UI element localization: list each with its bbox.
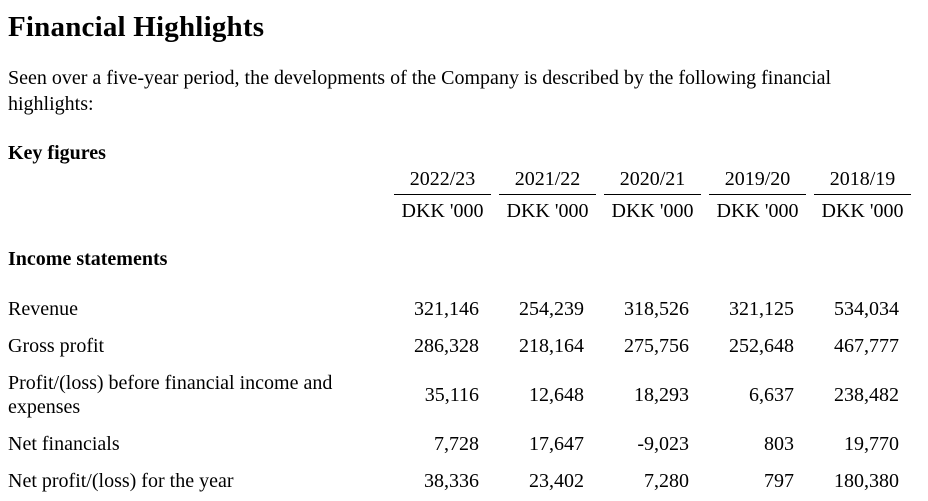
row-label: Profit/(loss) before financial income an… <box>8 372 333 418</box>
year-column-header: 2020/21 <box>604 167 701 195</box>
year-label: 2022/23 <box>394 167 491 195</box>
spacer-row <box>8 419 911 432</box>
row-value: 35,116 <box>424 384 479 406</box>
row-label: Net profit/(loss) for the year <box>8 470 234 492</box>
unit-header-row: DKK '000 DKK '000 DKK '000 DKK '000 DKK … <box>8 195 911 223</box>
row-value: 467,777 <box>834 335 899 357</box>
page-title: Financial Highlights <box>8 11 265 43</box>
spacer <box>8 321 911 334</box>
row-value: 286,328 <box>414 335 479 357</box>
spacer <box>8 419 911 432</box>
section-heading-income-statements: Income statements <box>8 248 168 270</box>
row-value: 803 <box>764 433 794 455</box>
year-header-row: 2022/23 2021/22 2020/21 2019/20 2018/19 <box>8 167 911 195</box>
row-label: Gross profit <box>8 335 105 357</box>
year-column-header: 2022/23 <box>394 167 491 195</box>
row-value: 318,526 <box>624 298 689 320</box>
year-column-header: 2018/19 <box>814 167 911 195</box>
row-label: Net financials <box>8 433 120 455</box>
spacer-row <box>8 321 911 334</box>
spacer <box>8 271 911 297</box>
row-label: Revenue <box>8 298 78 320</box>
row-value: 797 <box>764 470 794 492</box>
spacer <box>8 223 911 247</box>
year-column-header: 2019/20 <box>709 167 806 195</box>
row-value: 252,648 <box>729 335 794 357</box>
row-value: 534,034 <box>834 298 899 320</box>
empty-cell <box>8 167 386 195</box>
spacer-row <box>8 456 911 469</box>
unit-label: DKK '000 <box>611 200 694 222</box>
key-figures-table: 2022/23 2021/22 2020/21 2019/20 2018/19 … <box>0 167 919 493</box>
row-value: 6,637 <box>749 384 794 406</box>
row-value: 7,728 <box>434 433 479 455</box>
spacer-row <box>8 358 911 371</box>
unit-label: DKK '000 <box>821 200 904 222</box>
year-label: 2021/22 <box>499 167 596 195</box>
row-value: -9,023 <box>637 433 689 455</box>
unit-label: DKK '000 <box>716 200 799 222</box>
table-row: Gross profit 286,328 218,164 275,756 252… <box>8 334 911 358</box>
row-value: 218,164 <box>519 335 584 357</box>
row-value: 38,336 <box>424 470 479 492</box>
row-value: 18,293 <box>634 384 689 406</box>
row-value: 17,647 <box>529 433 584 455</box>
row-value: 321,125 <box>729 298 794 320</box>
spacer-row <box>8 223 911 247</box>
section-row: Income statements <box>8 247 911 271</box>
row-value: 275,756 <box>624 335 689 357</box>
row-value: 321,146 <box>414 298 479 320</box>
table-row: Net financials 7,728 17,647 -9,023 803 1… <box>8 432 911 456</box>
table-row: Profit/(loss) before financial income an… <box>8 371 911 419</box>
table-row: Revenue 321,146 254,239 318,526 321,125 … <box>8 297 911 321</box>
key-figures-heading: Key figures <box>8 142 106 164</box>
year-label: 2019/20 <box>709 167 806 195</box>
spacer <box>8 456 911 469</box>
year-label: 2020/21 <box>604 167 701 195</box>
year-label: 2018/19 <box>814 167 911 195</box>
year-column-header: 2021/22 <box>499 167 596 195</box>
row-value: 7,280 <box>644 470 689 492</box>
row-value: 12,648 <box>529 384 584 406</box>
row-value: 254,239 <box>519 298 584 320</box>
intro-paragraph: Seen over a five-year period, the develo… <box>8 67 832 115</box>
empty-cell <box>8 195 386 223</box>
unit-label: DKK '000 <box>401 200 484 222</box>
spacer-row <box>8 271 911 297</box>
row-value: 238,482 <box>834 384 899 406</box>
row-value: 23,402 <box>529 470 584 492</box>
row-value: 180,380 <box>834 470 899 492</box>
row-value: 19,770 <box>844 433 899 455</box>
unit-label: DKK '000 <box>506 200 589 222</box>
spacer <box>8 358 911 371</box>
table-row: Net profit/(loss) for the year 38,336 23… <box>8 469 911 493</box>
